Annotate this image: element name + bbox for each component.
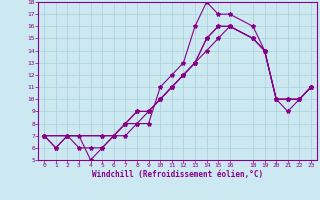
X-axis label: Windchill (Refroidissement éolien,°C): Windchill (Refroidissement éolien,°C) xyxy=(92,170,263,179)
